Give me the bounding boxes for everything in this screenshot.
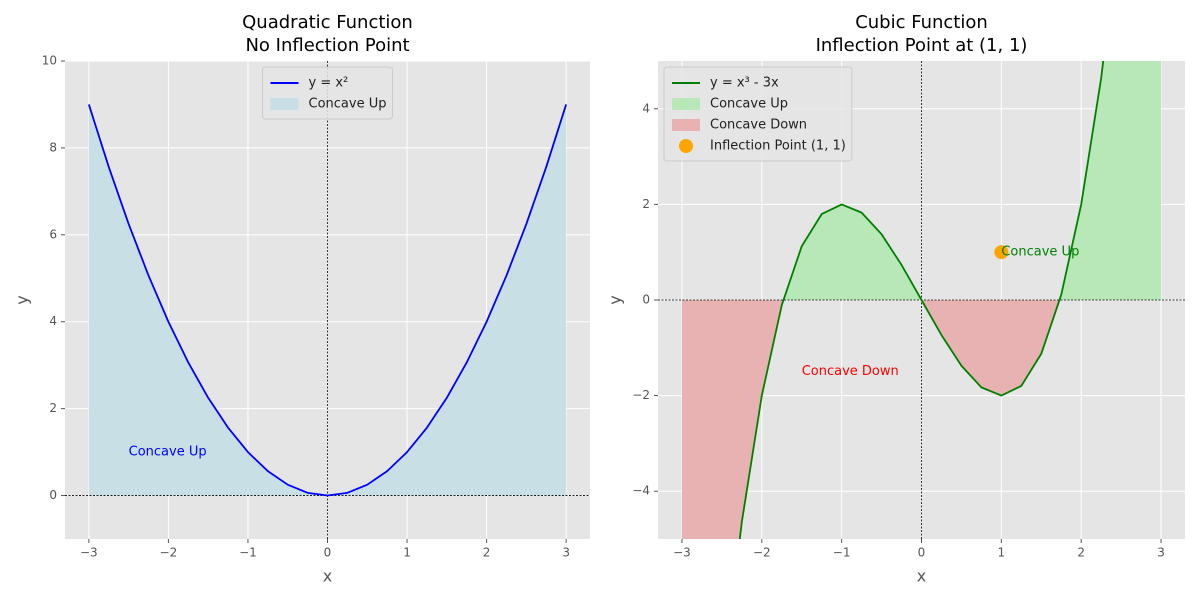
legend-label: Concave Up [309,97,387,112]
x-tick-label: −1 [833,546,851,560]
plot-area [658,61,1185,539]
x-tick-label: 0 [324,546,332,560]
legend-label: Concave Down [710,118,807,133]
legend-swatch [270,98,299,110]
x-tick-label: 0 [918,546,926,560]
fill-area [681,61,1162,300]
subplot: −3 −2 −1 0 1 2 3 0 2 4 6 8 10 Concave Up Quadratic Fun… [13,12,590,586]
legend-swatch [672,119,700,131]
y-tick-label: 10 [42,54,57,68]
line [738,61,1105,539]
y-tick-label: −2 [632,388,650,402]
x-tick-label: −3 [80,546,98,560]
y-axis-label: y [606,295,625,304]
x-tick-label: 3 [562,546,570,560]
subplot: −3 −2 −1 0 1 2 3 −4 −2 0 2 4 Concave Up Concave Down C… [606,12,1185,586]
legend-label: Concave Up [710,97,788,112]
fill-area [681,300,1162,539]
legend-label: Inflection Point (1, 1) [710,139,846,154]
y-tick-label: 0 [49,488,57,502]
plot-area [65,61,590,539]
y-tick-label: 8 [49,140,57,154]
y-tick-label: 2 [49,401,57,415]
x-axis-label: x [323,567,332,586]
annotation: Concave Down [802,364,899,379]
chart-title: Inflection Point at (1, 1) [816,35,1028,56]
x-tick-label: 3 [1157,546,1165,560]
y-tick-label: 4 [49,314,57,328]
legend: y = x² Concave Up [262,66,393,120]
x-tick-label: 2 [483,546,491,560]
x-tick-label: −2 [160,546,178,560]
point [994,245,1009,260]
legend-label: y = x³ - 3x [710,76,779,91]
x-tick-label: 1 [998,546,1006,560]
y-tick-label: −4 [632,484,650,498]
y-tick-label: 0 [642,293,650,307]
x-tick-label: −3 [673,546,691,560]
legend-swatch [679,139,693,153]
y-tick-label: 2 [642,197,650,211]
chart-title: No Inflection Point [245,35,409,56]
chart-title: Quadratic Function [242,12,413,33]
legend-box [663,66,853,162]
y-axis-label: y [13,295,32,304]
x-tick-label: 2 [1077,546,1085,560]
y-tick-label: 6 [49,227,57,241]
annotation: Concave Up [129,445,207,460]
x-tick-label: 1 [403,546,411,560]
legend-label: y = x² [309,76,349,91]
chart-title: Cubic Function [855,12,988,33]
annotation: Concave Up [1001,245,1079,260]
y-tick-label: 4 [642,101,650,115]
legend-swatch [672,98,700,110]
x-tick-label: −2 [753,546,771,560]
line [88,104,567,497]
legend: y = x³ - 3x Concave Up Concave Down Inflect… [663,66,853,162]
x-axis-label: x [917,567,926,586]
x-tick-label: −1 [239,546,257,560]
